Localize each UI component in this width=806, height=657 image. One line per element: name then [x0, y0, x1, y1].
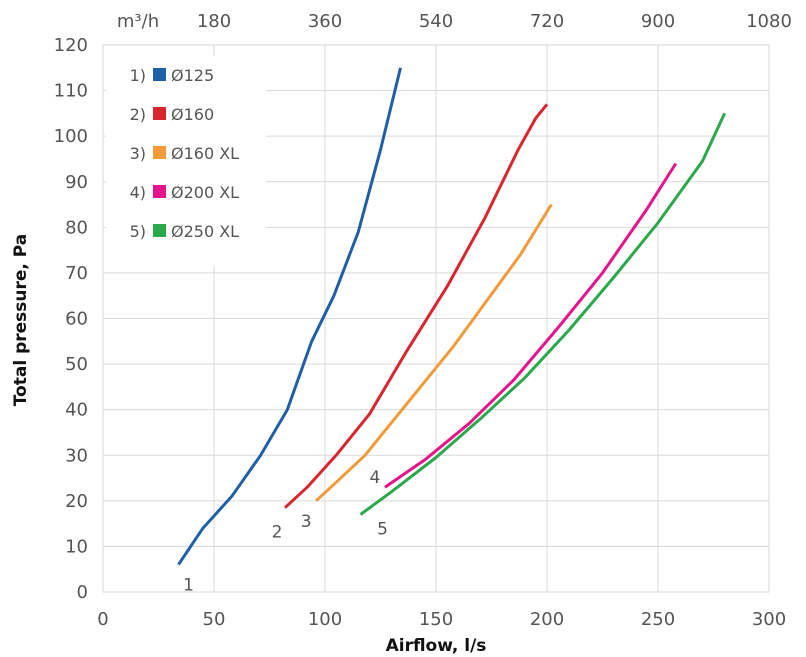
- legend-swatch: [153, 185, 166, 198]
- y-tick-label: 110: [54, 81, 88, 102]
- series-line-5: [359, 112, 726, 516]
- legend-swatch: [153, 68, 166, 81]
- curve-label-4: 4: [370, 468, 381, 488]
- x-tick-label: 0: [97, 609, 108, 630]
- legend-label: Ø160 XL: [171, 144, 239, 163]
- y-tick-label: 0: [77, 582, 88, 603]
- plot-frame: [102, 44, 770, 593]
- legend-label: Ø125: [171, 66, 214, 85]
- secondary-x-tick-label: 360: [308, 11, 342, 32]
- legend-number: 1): [130, 66, 146, 85]
- legend-swatch: [153, 224, 166, 237]
- curve-label-5: 5: [377, 520, 388, 540]
- secondary-x-axis-ticks: m³/h 180 360 540 720 900 1080: [117, 11, 792, 32]
- secondary-x-tick-label: 1080: [746, 11, 792, 32]
- legend: 1) Ø125 2) Ø160 3) Ø160 XL 4) Ø200 XL 5) Ø250 XL: [106, 56, 266, 266]
- y-tick-label: 50: [65, 354, 88, 375]
- x-tick-label: 150: [419, 609, 453, 630]
- secondary-x-tick-label: 900: [641, 11, 675, 32]
- legend-number: 5): [130, 222, 146, 241]
- secondary-x-axis-unit: m³/h: [117, 11, 159, 32]
- y-tick-label: 10: [65, 536, 88, 557]
- x-tick-label: 100: [308, 609, 342, 630]
- secondary-x-tick-label: 180: [197, 11, 231, 32]
- legend-number: 3): [130, 144, 146, 163]
- x-tick-label: 250: [641, 609, 675, 630]
- y-tick-label: 90: [65, 172, 88, 193]
- y-tick-label: 80: [65, 217, 88, 238]
- legend-swatch: [153, 107, 166, 120]
- x-tick-label: 300: [752, 609, 786, 630]
- y-tick-label: 70: [65, 263, 88, 284]
- x-axis-ticks: 0 50 100 150 200 250 300: [97, 609, 786, 630]
- legend-number: 2): [130, 105, 146, 124]
- y-tick-label: 100: [54, 126, 88, 147]
- series-line-1: [177, 67, 402, 566]
- x-tick-label: 200: [530, 609, 564, 630]
- curve-label-2: 2: [272, 523, 283, 543]
- legend-box: [106, 56, 266, 266]
- curve-label-3: 3: [301, 512, 312, 532]
- series-line-2: [283, 103, 549, 509]
- y-tick-label: 60: [65, 309, 88, 330]
- legend-label: Ø200 XL: [171, 183, 239, 202]
- y-tick-label: 40: [65, 400, 88, 421]
- y-axis-ticks: 0 10 20 30 40 50 60 70 80 90 100 110 120: [54, 35, 88, 603]
- series-line-4: [384, 162, 678, 489]
- curve-label-1: 1: [183, 576, 194, 596]
- legend-label: Ø250 XL: [171, 222, 239, 241]
- y-tick-label: 30: [65, 445, 88, 466]
- y-tick-label: 20: [65, 491, 88, 512]
- secondary-x-tick-label: 720: [530, 11, 564, 32]
- x-tick-label: 50: [203, 609, 226, 630]
- secondary-x-tick-label: 540: [419, 11, 453, 32]
- y-axis-title: Total pressure, Pa: [11, 234, 31, 407]
- series-line-3: [315, 203, 553, 502]
- y-tick-label: 120: [54, 35, 88, 56]
- legend-label: Ø160: [171, 105, 214, 124]
- legend-swatch: [153, 146, 166, 159]
- x-axis-title: Airflow, l/s: [386, 636, 487, 656]
- legend-number: 4): [130, 183, 146, 202]
